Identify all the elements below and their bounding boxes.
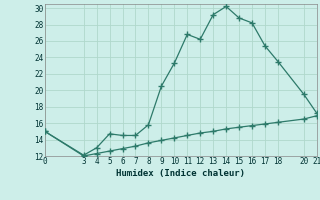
X-axis label: Humidex (Indice chaleur): Humidex (Indice chaleur)	[116, 169, 245, 178]
